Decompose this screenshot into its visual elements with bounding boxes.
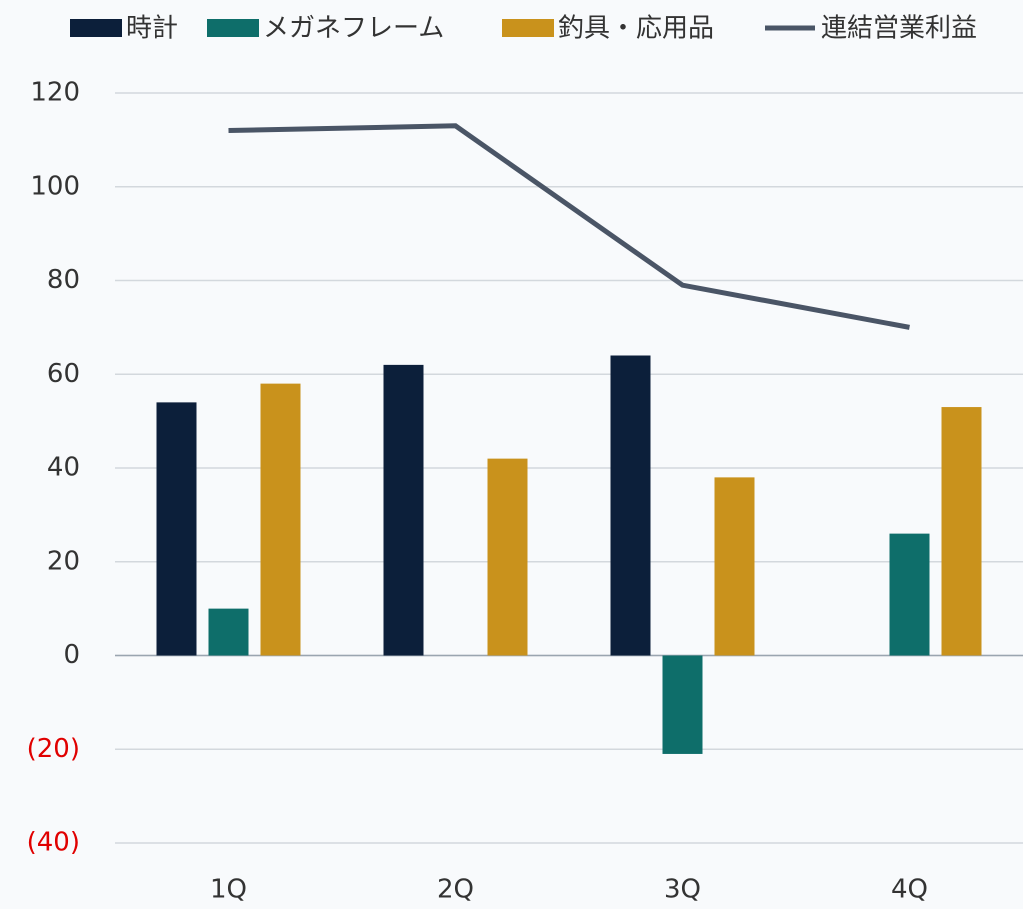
legend-label: メガネフレーム bbox=[263, 14, 444, 44]
x-tick-label: 3Q bbox=[664, 875, 701, 905]
y-tick-label: 0 bbox=[63, 640, 80, 670]
y-tick-label: (20) bbox=[27, 734, 80, 764]
x-tick-label: 4Q bbox=[891, 875, 928, 905]
bar bbox=[662, 655, 703, 754]
y-tick-label: 100 bbox=[30, 171, 80, 201]
y-tick-label: 40 bbox=[47, 453, 80, 483]
bar bbox=[941, 407, 982, 656]
y-tick-label: 20 bbox=[47, 546, 80, 576]
legend-swatch bbox=[207, 19, 259, 37]
legend-swatch bbox=[502, 19, 554, 37]
bar bbox=[260, 383, 301, 656]
bar bbox=[610, 355, 651, 656]
bar bbox=[208, 608, 249, 656]
bar bbox=[889, 533, 930, 656]
bar bbox=[487, 458, 528, 656]
x-tick-label: 1Q bbox=[210, 875, 247, 905]
legend-label: 釣具・応用品 bbox=[558, 14, 714, 44]
bar bbox=[156, 402, 197, 656]
y-tick-label: 60 bbox=[47, 359, 80, 389]
y-tick-label: 120 bbox=[30, 78, 80, 108]
y-tick-label: (40) bbox=[27, 828, 80, 858]
x-tick-label: 2Q bbox=[437, 875, 474, 905]
legend-label: 時計 bbox=[126, 14, 178, 44]
legend-swatch bbox=[70, 19, 122, 37]
y-tick-label: 80 bbox=[47, 265, 80, 295]
legend-label: 連結営業利益 bbox=[821, 14, 977, 44]
line bbox=[228, 123, 910, 330]
bar bbox=[714, 477, 755, 656]
bar bbox=[383, 364, 424, 656]
